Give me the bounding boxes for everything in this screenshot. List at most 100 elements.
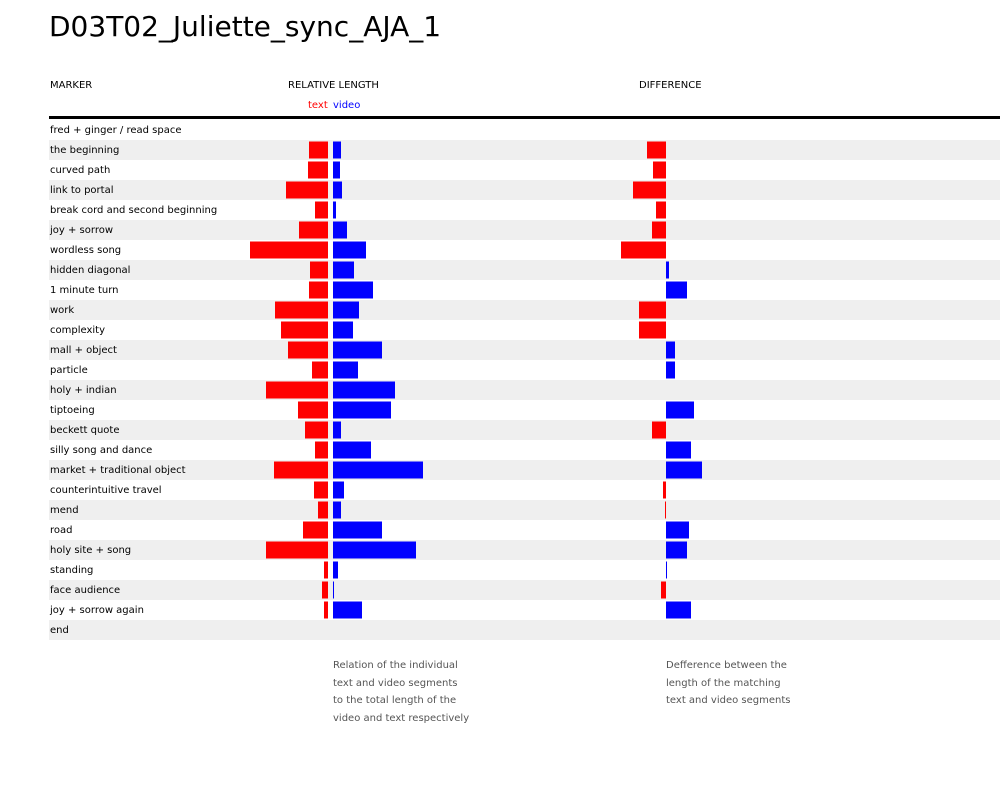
text-bar (298, 401, 328, 419)
video-bar (333, 321, 353, 339)
row-background (49, 380, 1000, 400)
difference-bar (666, 361, 675, 379)
video-bar (333, 401, 391, 419)
marker-label: holy site + song (50, 545, 131, 556)
difference-bar (665, 501, 666, 519)
marker-label: particle (50, 365, 88, 376)
difference-bar (666, 461, 702, 479)
row-background (49, 580, 1000, 600)
video-bar (333, 221, 347, 239)
marker-label: silly song and dance (50, 445, 152, 456)
page-title: D03T02_Juliette_sync_AJA_1 (49, 10, 442, 43)
video-bar (333, 201, 336, 219)
difference-bar (666, 441, 691, 459)
video-bar (333, 601, 362, 619)
text-bar (315, 441, 328, 459)
video-bar (333, 381, 395, 399)
video-bar (333, 521, 382, 539)
text-bar (266, 541, 328, 559)
text-bar (281, 321, 328, 339)
text-bar (324, 601, 328, 619)
difference-bar (666, 401, 694, 419)
difference-bar (666, 341, 675, 359)
row-background (49, 260, 1000, 280)
video-bar (333, 581, 334, 599)
marker-label: road (50, 525, 73, 536)
text-bar (250, 241, 328, 259)
text-bar (324, 561, 328, 579)
row-background (49, 500, 1000, 520)
relative-length-note: Relation of the individual text and vide… (333, 660, 470, 724)
difference-bar (656, 201, 666, 219)
text-bar (315, 201, 328, 219)
row-background (49, 180, 1000, 200)
row-background (49, 300, 1000, 320)
text-bar (275, 301, 328, 319)
video-bar (333, 241, 366, 259)
video-bar (333, 281, 373, 299)
marker-label: joy + sorrow (49, 225, 113, 236)
marker-label: standing (50, 565, 93, 576)
difference-bar (666, 561, 667, 579)
video-bar (333, 501, 341, 519)
text-bar (308, 161, 328, 179)
row-background (49, 620, 1000, 640)
marker-chart: fred + ginger / read space the beginning c… (49, 125, 1000, 640)
difference-bar (647, 141, 666, 159)
row-background (49, 220, 1000, 240)
video-bar (333, 541, 416, 559)
video-bar (333, 341, 382, 359)
marker-label: the beginning (50, 145, 119, 156)
text-bar (310, 261, 328, 279)
text-bar (288, 341, 328, 359)
marker-label: joy + sorrow again (49, 605, 144, 616)
difference-bar (639, 321, 666, 339)
marker-label: holy + indian (50, 385, 117, 396)
marker-label: 1 minute turn (50, 285, 119, 296)
difference-bar (666, 261, 669, 279)
marker-label: mall + object (50, 345, 117, 356)
row-background (49, 140, 1000, 160)
difference-bar (666, 281, 687, 299)
video-bar (333, 181, 342, 199)
marker-label: fred + ginger / read space (50, 125, 181, 136)
video-bar (333, 461, 423, 479)
marker-label: work (50, 305, 74, 316)
difference-bar (652, 421, 666, 439)
row-background (49, 460, 1000, 480)
marker-label: link to portal (50, 185, 114, 196)
video-bar (333, 361, 358, 379)
text-bar (299, 221, 328, 239)
marker-column-header: MARKER (50, 80, 93, 91)
text-bar (303, 521, 328, 539)
marker-label: wordless song (50, 245, 121, 256)
legend-text: text (308, 100, 328, 111)
marker-label: curved path (50, 165, 110, 176)
video-bar (333, 421, 341, 439)
difference-bar (666, 601, 691, 619)
text-bar (312, 361, 328, 379)
marker-label: tiptoeing (50, 405, 95, 416)
marker-label: face audience (50, 585, 120, 596)
difference-bar (653, 161, 666, 179)
header-rule (49, 116, 1000, 119)
difference-bar (666, 541, 687, 559)
marker-label: complexity (50, 325, 105, 336)
video-bar (333, 441, 371, 459)
text-bar (274, 461, 328, 479)
difference-bar (639, 301, 666, 319)
text-bar (305, 421, 328, 439)
difference-bar (633, 181, 666, 199)
text-bar (266, 381, 328, 399)
video-bar (333, 261, 354, 279)
difference-bar (652, 221, 666, 239)
relative-length-column-header: RELATIVE LENGTH (288, 80, 379, 91)
video-bar (333, 561, 338, 579)
marker-label: hidden diagonal (50, 265, 130, 276)
marker-label: beckett quote (50, 425, 119, 436)
marker-label: mend (50, 505, 79, 516)
video-bar (333, 161, 340, 179)
marker-label: end (50, 625, 69, 636)
difference-note: Defference between the length of the mat… (666, 660, 791, 706)
text-bar (286, 181, 328, 199)
